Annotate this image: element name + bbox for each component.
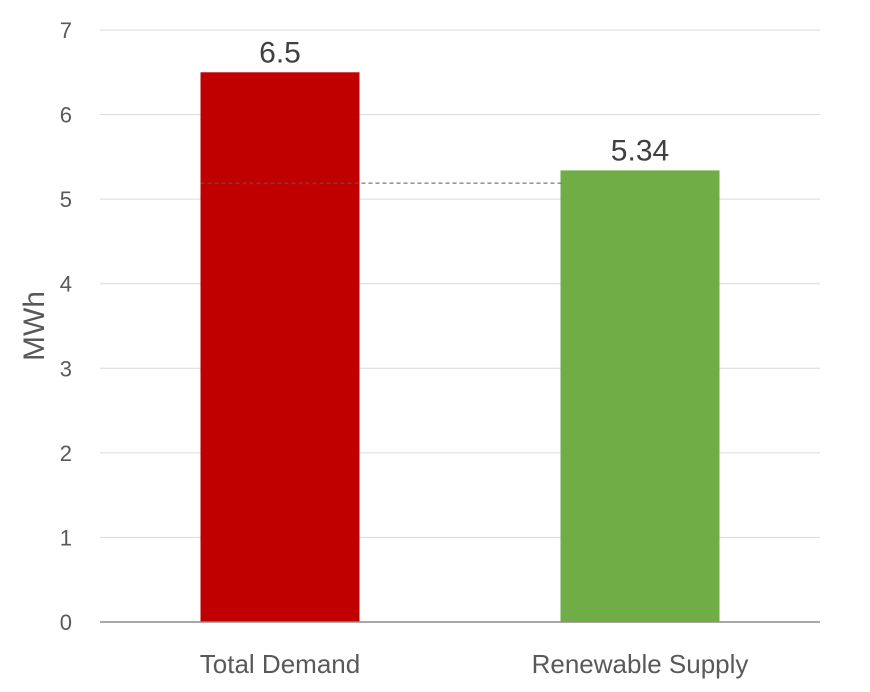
y-tick-label: 4 bbox=[60, 272, 72, 297]
y-tick-label: 2 bbox=[60, 441, 72, 466]
y-tick-label: 6 bbox=[60, 103, 72, 128]
x-category-label: Total Demand bbox=[200, 649, 360, 679]
y-axis-label: MWh bbox=[18, 291, 51, 361]
y-tick-label: 1 bbox=[60, 525, 72, 550]
data-label: 5.34 bbox=[611, 134, 669, 167]
bars bbox=[200, 72, 720, 623]
y-tick-label: 3 bbox=[60, 356, 72, 381]
x-category-label: Renewable Supply bbox=[532, 649, 749, 679]
y-tick-label: 7 bbox=[60, 18, 72, 43]
data-labels: 6.5 5.34 bbox=[259, 36, 669, 167]
y-tick-label: 0 bbox=[60, 610, 72, 635]
x-axis-categories: Total Demand Renewable Supply bbox=[200, 649, 749, 679]
bar-renewable-supply bbox=[560, 170, 720, 623]
bar-total-demand bbox=[200, 72, 360, 623]
data-label: 6.5 bbox=[259, 36, 301, 69]
y-axis-ticks: 0 1 2 3 4 5 6 7 bbox=[60, 18, 72, 635]
y-tick-label: 5 bbox=[60, 187, 72, 212]
